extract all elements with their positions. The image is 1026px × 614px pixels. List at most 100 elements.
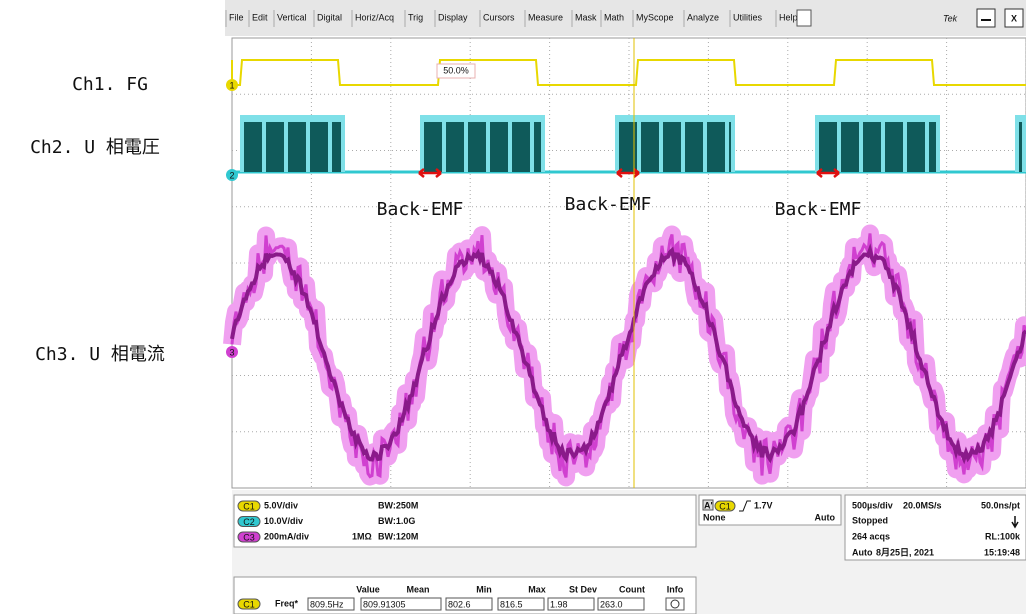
channel-marker-label: 3 <box>229 347 234 357</box>
info-button[interactable] <box>665 597 685 611</box>
menu-item[interactable]: Trig <box>408 12 423 22</box>
menu-item[interactable]: MyScope <box>636 12 674 22</box>
acq-box <box>844 494 1026 561</box>
channel-scale: 200mA/div <box>264 531 309 541</box>
measure-value: 1.98 <box>550 599 568 609</box>
back-emf-arrow <box>616 168 640 178</box>
menu-item[interactable]: Help <box>779 12 798 22</box>
menu-item[interactable]: Mask <box>575 12 597 22</box>
acq-state: Stopped <box>852 515 888 525</box>
channel-scale: 10.0V/div <box>264 516 303 526</box>
trigger-slope <box>739 500 751 512</box>
ch2-burst-fill <box>863 122 881 172</box>
ch2-burst-fill <box>468 122 486 172</box>
ch2-burst-fill <box>424 122 442 172</box>
ch2-burst-fill <box>729 122 731 172</box>
ch2-burst-fill <box>641 122 659 172</box>
menu-item[interactable]: Edit <box>252 12 268 22</box>
measure-badge[interactable] <box>237 598 261 610</box>
ch1-annotation: Ch1. FG <box>72 74 148 95</box>
menu-item[interactable]: File <box>229 12 244 22</box>
channel-marker <box>226 79 238 91</box>
measure-header: Max <box>528 584 546 594</box>
back-emf-arrow <box>418 168 442 178</box>
ch1-trace <box>231 59 1026 86</box>
ch2-burst-fill <box>332 122 341 172</box>
measure-cell <box>445 597 493 611</box>
measure-value: 809.91305 <box>363 599 406 609</box>
measure-header: Info <box>667 584 684 594</box>
ch2-burst-fill <box>685 122 703 172</box>
ch2-burst-fill <box>885 122 903 172</box>
trigger-badge-label: C1 <box>719 501 731 511</box>
ch2-annotation: Ch2. U 相電圧 <box>30 137 160 158</box>
measure-badge-label: C1 <box>243 599 255 609</box>
ch2-burst-fill <box>619 122 637 172</box>
menu-item[interactable]: Math <box>604 12 624 22</box>
acq-date: 8月25日, 2021 <box>876 547 934 557</box>
channel-marker <box>226 169 238 181</box>
info-icon <box>670 599 680 609</box>
menu-item[interactable]: Vertical <box>277 12 307 22</box>
measure-cell <box>360 597 442 611</box>
channel-marker-label: 1 <box>229 80 234 90</box>
back-emf-arrow <box>816 168 840 178</box>
channel-badge[interactable] <box>237 531 261 543</box>
duty-marker <box>436 63 476 79</box>
channel-badge[interactable] <box>237 516 261 527</box>
menu-item[interactable]: Digital <box>317 12 342 22</box>
trigger-a-badge <box>702 499 714 511</box>
ch2-burst-fill <box>534 122 541 172</box>
measure-cell <box>597 597 645 611</box>
measure-header: Count <box>619 584 645 594</box>
measure-value: 802.6 <box>448 599 471 609</box>
measure-value: 809.5Hz <box>310 599 344 609</box>
measure-cell <box>497 597 545 611</box>
stopped-arrow <box>1011 516 1019 529</box>
ch2-burst-fill <box>266 122 284 172</box>
menu-item[interactable]: Utilities <box>733 12 763 22</box>
ch2-burst-fill <box>490 122 508 172</box>
ch2-burst-fill <box>929 122 936 172</box>
ch2-burst-fill <box>707 122 725 172</box>
channel-marker <box>226 346 238 358</box>
trigger-badge <box>714 500 736 512</box>
channel-badge-label: C2 <box>243 517 255 527</box>
measure-header: Min <box>476 584 492 594</box>
ch2-burst-fill <box>512 122 530 172</box>
measure-value: 263.0 <box>600 599 623 609</box>
channel-bandwidth: BW:250M <box>378 500 418 510</box>
channel-marker-label: 2 <box>229 170 234 180</box>
menu-item[interactable]: Measure <box>528 12 563 22</box>
menu-item[interactable]: Display <box>438 12 468 22</box>
channel-bandwidth: BW:120M <box>378 531 418 541</box>
menu-item[interactable]: Analyze <box>687 12 719 22</box>
menu-item[interactable]: Cursors <box>483 12 515 22</box>
duty-label: 50.0% <box>443 65 469 75</box>
measure-cell <box>307 597 355 611</box>
waveforms <box>223 38 1026 488</box>
measure-name: Freq* <box>275 598 299 608</box>
close-button[interactable] <box>1004 8 1024 28</box>
acq-timebase: 500µs/div <box>852 500 893 510</box>
ch2-burst-fill <box>288 122 306 172</box>
ch2-burst-fill <box>1019 122 1022 172</box>
ch2-burst-fill <box>841 122 859 172</box>
measure-header: Mean <box>406 584 429 594</box>
trigger-level: 1.7V <box>754 500 773 510</box>
channel-scale: 5.0V/div <box>264 500 298 510</box>
trigger-mode: Auto <box>815 512 836 522</box>
back-emf-label: Back-EMF <box>565 194 652 215</box>
acq-resolution: 50.0ns/pt <box>981 500 1020 510</box>
trigger-source: None <box>703 512 726 522</box>
menu-item[interactable]: Horiz/Acq <box>355 12 394 22</box>
minimize-button[interactable] <box>976 8 996 28</box>
menu-dropdown[interactable] <box>796 9 812 27</box>
ch2-burst-fill <box>244 122 262 172</box>
channel-badge[interactable] <box>237 500 261 512</box>
measure-header: Value <box>356 584 380 594</box>
ch2-burst-fill <box>310 122 328 172</box>
ch3-annotation: Ch3. U 相電流 <box>35 344 165 365</box>
close-label[interactable]: X <box>1011 13 1017 23</box>
